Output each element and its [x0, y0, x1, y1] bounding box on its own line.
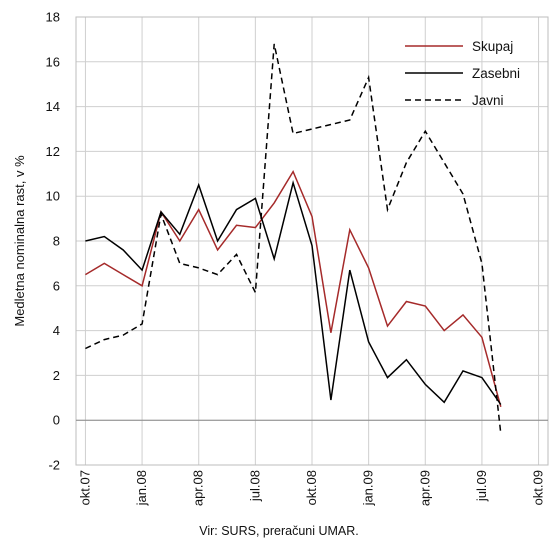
series-line-skupaj	[85, 169, 502, 407]
y-tick-label: 8	[53, 234, 60, 249]
x-tick-label: jan.09	[361, 470, 376, 506]
y-tick-label: 6	[53, 278, 60, 293]
series-line-javni	[85, 43, 502, 434]
plot-frame	[75, 16, 549, 466]
legend-label-skupaj: Skupaj	[472, 39, 513, 54]
x-tick-label: jul.09	[474, 470, 489, 502]
y-tick-label: 12	[46, 144, 60, 159]
y-tick-label: 16	[46, 54, 60, 69]
source-note: Vir: SURS, preračuni UMAR.	[199, 524, 359, 538]
x-tick-label: okt.09	[531, 470, 546, 505]
x-tick-label: okt.08	[304, 470, 319, 505]
legend-label-javni: Javni	[472, 93, 504, 108]
y-tick-label: 10	[46, 189, 60, 204]
y-tick-label: 2	[53, 368, 60, 383]
x-tick-label: apr.08	[191, 470, 206, 506]
y-tick-label: 14	[46, 99, 60, 114]
y-axis-label: Medletna nominalna rast, v %	[12, 155, 27, 327]
y-tick-label: -2	[48, 458, 60, 473]
x-tick-label: jul.08	[247, 470, 262, 502]
legend-label-zasebni: Zasebni	[472, 66, 520, 81]
x-tick-label: jan.08	[134, 470, 149, 506]
y-tick-label: 0	[53, 413, 60, 428]
x-tick-label: okt.07	[77, 470, 92, 505]
x-tick-label: apr.09	[417, 470, 432, 506]
y-tick-label: 4	[53, 323, 60, 338]
series-line-zasebni	[85, 179, 502, 405]
y-tick-label: 18	[46, 10, 60, 25]
